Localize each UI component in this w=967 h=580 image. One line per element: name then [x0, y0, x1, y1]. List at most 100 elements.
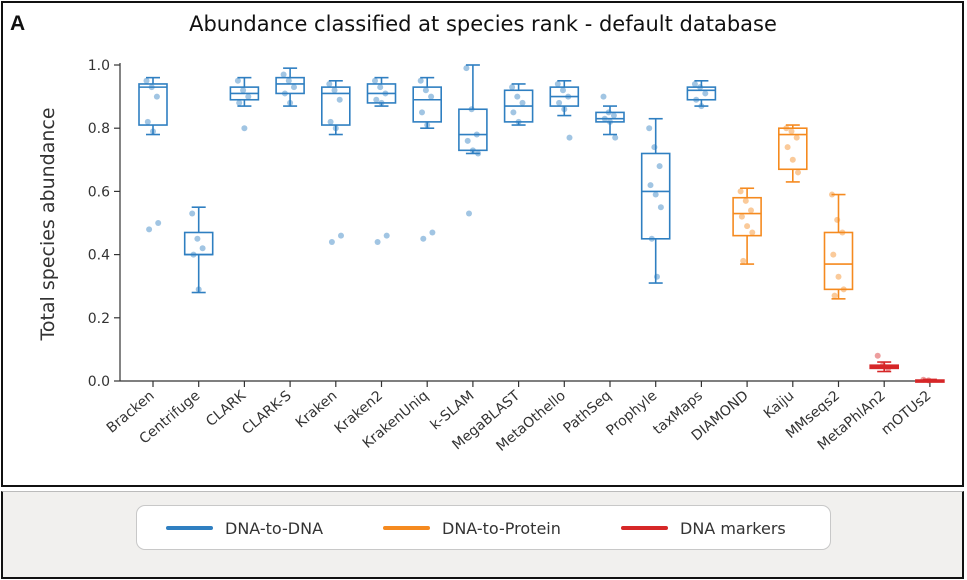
data-point — [510, 109, 517, 116]
data-point — [383, 232, 390, 239]
data-point — [150, 128, 156, 135]
x-tick-label-motus2: mOTUs2 — [878, 388, 934, 439]
legend-item-dna-to-protein: DNA-to-Protein — [383, 519, 561, 538]
legend-label-dna-to-dna: DNA-to-DNA — [225, 518, 324, 538]
data-point — [646, 125, 653, 132]
box-iqr — [595, 111, 625, 123]
data-point — [331, 87, 338, 94]
data-point — [648, 235, 655, 242]
legend-swatch-dna-to-protein — [383, 526, 430, 530]
box-kraken — [320, 80, 351, 245]
data-point — [195, 286, 202, 293]
data-point — [194, 235, 201, 242]
box-diamond — [732, 187, 762, 265]
boxes-layer — [138, 64, 945, 384]
data-point — [291, 84, 297, 91]
data-point — [740, 257, 747, 264]
data-point — [336, 96, 343, 103]
box-iqr — [138, 83, 168, 126]
data-point — [234, 77, 241, 84]
data-point — [373, 96, 380, 103]
box-iqr — [412, 86, 443, 123]
data-point — [654, 273, 660, 280]
data-point — [795, 169, 801, 176]
data-point — [612, 134, 619, 141]
data-point — [509, 84, 516, 91]
data-point — [656, 163, 663, 170]
box-bracken — [138, 76, 168, 233]
box-k-slam — [458, 64, 488, 217]
data-point — [925, 377, 932, 384]
box-kraken2 — [366, 76, 397, 245]
data-point — [424, 122, 431, 129]
data-point — [566, 134, 573, 141]
data-point — [464, 137, 471, 144]
data-point — [651, 144, 658, 151]
data-point — [879, 362, 886, 369]
data-point — [749, 229, 756, 236]
box-iqr — [458, 108, 488, 152]
data-point — [519, 99, 526, 106]
x-tick-label-prophyle: Prophyle — [603, 388, 660, 439]
box-metaphlan2 — [869, 352, 900, 373]
data-point — [601, 115, 608, 122]
y-tick-label: 0.4 — [88, 248, 110, 264]
legend — [136, 505, 831, 550]
box-prophyle — [640, 117, 671, 284]
panel-frame — [1, 1, 964, 487]
data-point — [382, 90, 389, 97]
data-point — [146, 226, 153, 233]
box-iqr — [640, 152, 671, 240]
data-point — [556, 99, 563, 106]
data-point — [199, 245, 206, 252]
box-taxmaps — [686, 80, 717, 110]
y-tick-label: 0.2 — [88, 311, 110, 327]
data-point — [144, 118, 151, 125]
data-point — [793, 134, 800, 141]
data-point — [738, 213, 745, 220]
data-point — [245, 93, 252, 100]
chart-svg: A Abundance classified at species rank -… — [10, 12, 945, 455]
data-point — [287, 99, 294, 106]
data-point — [473, 131, 480, 138]
data-point — [829, 191, 835, 198]
data-point — [419, 109, 425, 116]
data-point — [468, 106, 475, 113]
box-clark-s — [275, 67, 305, 107]
data-point — [422, 87, 429, 94]
data-point — [155, 220, 162, 226]
data-point — [691, 80, 698, 87]
legend-item-dna-markers: DNA markers — [621, 518, 786, 538]
data-point — [338, 232, 344, 239]
legend-label-dna-markers: DNA markers — [680, 518, 786, 538]
data-point — [466, 210, 472, 217]
box-iqr — [823, 231, 854, 291]
y-tick-label: 0.6 — [88, 184, 110, 200]
box-motus2 — [915, 376, 945, 384]
data-point — [920, 376, 927, 383]
data-point — [702, 90, 709, 97]
box-iqr — [183, 231, 214, 256]
data-point — [428, 93, 435, 100]
data-point — [748, 207, 754, 214]
box-pathseq — [595, 93, 625, 141]
data-point — [241, 125, 248, 132]
box-iqr — [275, 76, 305, 95]
data-point — [657, 204, 664, 211]
data-point — [378, 99, 385, 106]
data-point — [697, 84, 704, 91]
data-point — [789, 156, 796, 163]
data-point — [835, 273, 842, 280]
data-point — [885, 365, 892, 372]
box-krakenuniq — [412, 76, 443, 242]
data-point — [605, 109, 612, 116]
data-point — [554, 80, 561, 87]
data-point — [744, 223, 751, 230]
data-point — [143, 77, 150, 84]
data-point — [420, 235, 427, 242]
data-point — [332, 125, 339, 132]
data-point — [236, 99, 243, 106]
data-point — [240, 87, 247, 94]
data-point — [698, 103, 705, 110]
